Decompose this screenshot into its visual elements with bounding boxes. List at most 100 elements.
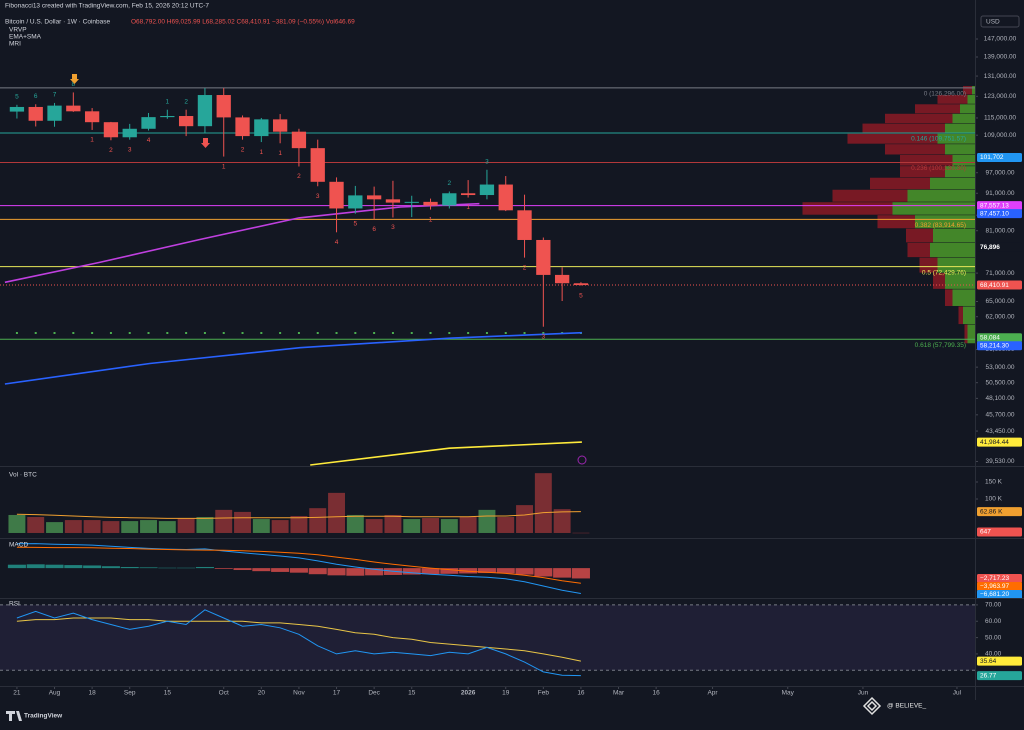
volume-bar [252, 519, 270, 533]
volume-bar [102, 521, 120, 533]
credit: Fibonacci13 created with TradingView.com… [5, 3, 209, 10]
x-tick-label: 21 [13, 690, 21, 697]
mri-dot [53, 332, 56, 334]
setup-count: 7 [53, 92, 57, 99]
price-badge-label: 101,702 [980, 154, 1004, 161]
profile-up [915, 215, 975, 229]
profile-up [930, 242, 975, 258]
macd-histogram [346, 568, 365, 576]
level-label: 0.236 (100,130.30) [911, 165, 966, 172]
mri-dot [128, 332, 131, 334]
candle-body [28, 106, 43, 121]
macd-histogram [158, 567, 177, 569]
candle-body [9, 106, 25, 112]
rsi-line [16, 609, 581, 677]
price-badge [977, 437, 1022, 447]
candle-body [329, 181, 344, 209]
ohlc: O68,792.00 H69,025.99 L68,285.02 C68,410… [131, 19, 355, 26]
price-badge-label: 76,896 [980, 244, 1000, 251]
price-badge-label: 87,557.13 [980, 202, 1009, 209]
price-badge [977, 333, 1022, 343]
candle-body [498, 184, 513, 211]
price-badge-label: 62.86 K [980, 508, 1003, 515]
volume-bar [497, 517, 515, 533]
x-tick-label: 16 [577, 690, 585, 697]
volume-bar [64, 520, 82, 533]
level-label: 0.382 (83,914.65) [915, 222, 966, 229]
mri-dot [335, 332, 338, 334]
price-badge-label: 58,214.30 [980, 342, 1009, 349]
profile-down [802, 202, 893, 215]
indicator: MRI [9, 41, 21, 48]
x-tick-label: 15 [408, 690, 416, 697]
macd-histogram [214, 568, 233, 569]
volume-ma [16, 511, 581, 519]
y-tick-label: 50,500.00 [986, 379, 1015, 386]
profile-down [937, 95, 968, 104]
y-tick-label: 109,000.00 [984, 132, 1017, 139]
volume-bar [196, 517, 214, 533]
profile-down [958, 306, 963, 325]
x-tick-label: Jun [858, 690, 869, 697]
macd-line [16, 543, 581, 594]
profile-up [952, 154, 975, 166]
profile-up [972, 86, 975, 95]
candle-body [554, 274, 570, 284]
y-tick-label: 45,700.00 [986, 412, 1015, 419]
y-tick-label: 100 K [985, 496, 1003, 503]
x-tick-label: 19 [502, 690, 510, 697]
volume-bar [346, 514, 364, 533]
candle-body [103, 122, 119, 138]
mri-dot [260, 332, 263, 334]
mri-dot [448, 332, 451, 334]
mri-dot [485, 332, 488, 334]
profile-up [960, 104, 975, 114]
currency-box[interactable] [980, 15, 1020, 28]
y-tick-label: 48,100.00 [986, 395, 1015, 402]
setup-count: 3 [391, 224, 395, 231]
profile-up [952, 289, 975, 306]
level-label: 0.5 (72,429.76) [922, 269, 966, 276]
candle-body [122, 128, 137, 138]
y-tick-label: 40.00 [985, 651, 1002, 658]
volume-bar [215, 509, 233, 533]
price-badge-label: −3,963.97 [980, 583, 1009, 590]
macd-histogram [177, 567, 196, 569]
mri-dot [410, 332, 413, 334]
event-marker[interactable] [577, 455, 587, 465]
volume-bar [422, 518, 439, 533]
y-tick-label: 39,530.00 [986, 458, 1015, 465]
macd-histogram [308, 568, 327, 575]
price-badge-label: 58,084 [980, 334, 1000, 341]
y-tick-label: 139,000.00 [984, 54, 1017, 61]
y-tick-label: 70.00 [985, 602, 1002, 609]
volume-bar [177, 518, 195, 533]
rsi-band [0, 604, 975, 671]
candle-body [272, 119, 288, 132]
candle-body [366, 195, 382, 200]
x-tick-label: Aug [49, 690, 61, 697]
mri-dot [241, 332, 244, 334]
price-badge-label: −2,717.23 [980, 575, 1009, 582]
profile-down [877, 215, 915, 229]
volume-bar [290, 515, 308, 533]
macd-histogram [553, 568, 572, 578]
moving-average [4, 202, 480, 284]
price-badge-label: 41,984.44 [980, 439, 1009, 446]
volume-bar [328, 492, 345, 533]
profile-down [847, 133, 938, 144]
mri-dot [467, 332, 470, 334]
macd-histogram [534, 568, 553, 577]
moving-average [310, 441, 582, 466]
footer-logo[interactable]: TradingView [6, 711, 63, 721]
signal-arrow [70, 74, 79, 84]
setup-count: 2 [297, 173, 301, 180]
x-tick-label: Mar [613, 690, 625, 697]
setup-count: 3 [128, 146, 132, 153]
profile-down [885, 113, 953, 124]
y-tick-label: 65,000.00 [986, 298, 1015, 305]
volume-bar [572, 532, 590, 534]
y-tick-label: 150 K [985, 479, 1003, 486]
macd-histogram [421, 568, 440, 575]
y-tick-label: 43,450.00 [986, 428, 1015, 435]
